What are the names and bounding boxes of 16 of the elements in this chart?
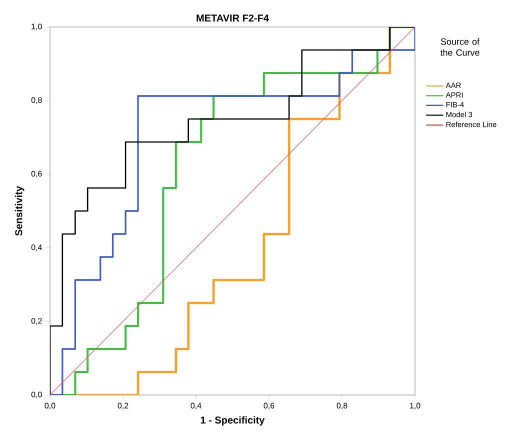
- chart-title: METAVIR F2-F4: [196, 14, 269, 22]
- y-tick-label: 0,4: [31, 244, 42, 252]
- x-tick-label: 1,0: [410, 402, 420, 410]
- y-tick-label: 0,0: [31, 392, 42, 398]
- x-tick-label: 0,6: [264, 402, 274, 410]
- y-tick-label: 1,0: [32, 24, 42, 30]
- x-tick-label: 0,0: [44, 402, 56, 410]
- x-axis-title: 1 - Specificity: [200, 416, 265, 426]
- y-axis-title: Sensitivity: [14, 186, 24, 236]
- y-tick-label: 0,8: [31, 97, 42, 104]
- x-tick-label: 0,2: [118, 402, 128, 410]
- x-tick-label: 0,8: [336, 402, 348, 410]
- y-tick-label: 0,6: [31, 170, 42, 178]
- y-tick-label: 0,2: [31, 318, 42, 325]
- legend-title: Source of the Curve: [440, 38, 480, 56]
- x-tick-label: 0,4: [190, 402, 202, 410]
